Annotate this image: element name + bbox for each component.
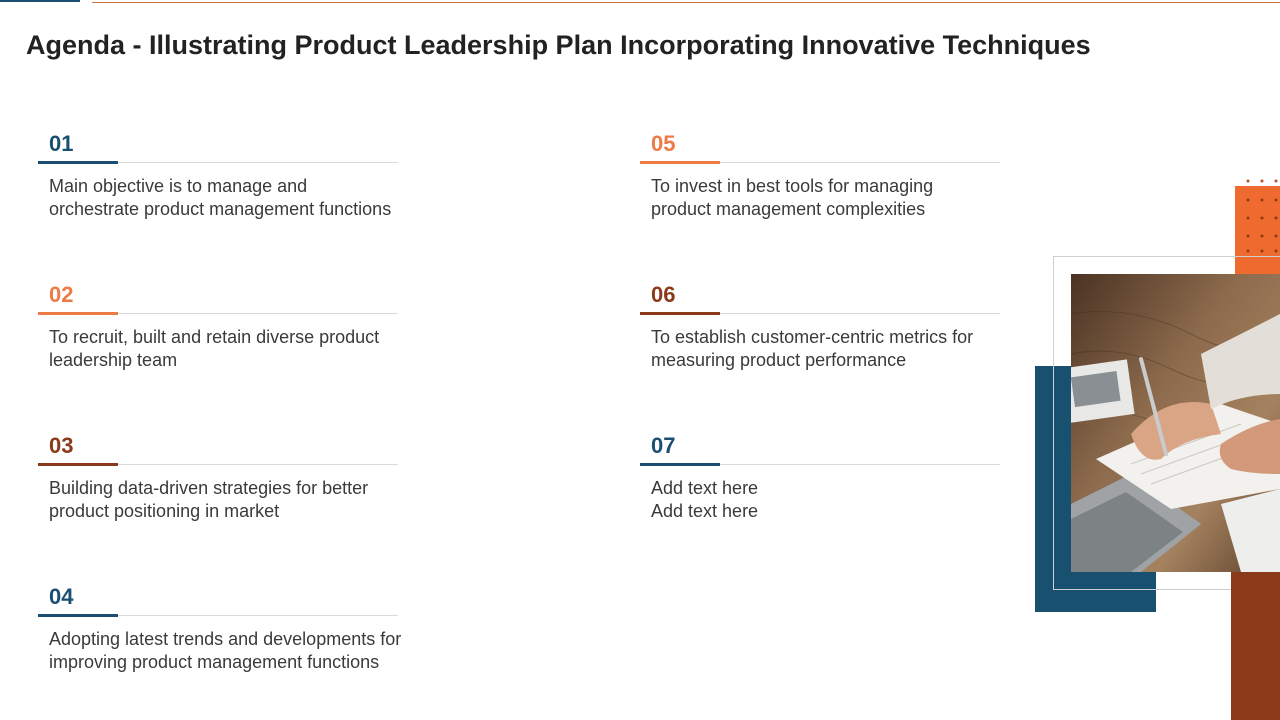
agenda-number: 04 (49, 584, 74, 609)
brown-accent-block (1231, 572, 1280, 720)
agenda-text-line: Adopting latest trends and developments … (49, 629, 402, 649)
agenda-divider (38, 312, 438, 316)
agenda-divider (38, 463, 438, 467)
top-accent-line (0, 0, 80, 2)
agenda-item-02: 02 To recruit, built and retain diverse … (38, 281, 438, 372)
agenda-text-line: product management complexities (651, 199, 926, 219)
agenda-item-05: 05 To invest in best tools for managing … (640, 130, 1040, 221)
agenda-number: 02 (49, 282, 74, 307)
agenda-text-line: Building data-driven strategies for bett… (49, 478, 369, 498)
orange-accent-block (1235, 186, 1280, 274)
agenda-divider (640, 463, 1040, 467)
agenda-number: 05 (651, 131, 676, 156)
person-writing-notebook-photo (1071, 274, 1280, 572)
agenda-text: Adopting latest trends and developments … (38, 628, 438, 674)
agenda-text-line: Add text here (651, 501, 759, 521)
agenda-text-line: To invest in best tools for managing (651, 176, 934, 196)
photo-outline-frame (1053, 256, 1280, 590)
agenda-number: 07 (651, 433, 676, 458)
agenda-divider (38, 161, 438, 165)
top-divider-line (92, 2, 1280, 3)
agenda-text-line: orchestrate product management functions (49, 199, 392, 219)
agenda-text-line: improving product management functions (49, 652, 380, 672)
agenda-text: Add text here Add text here (640, 477, 1040, 523)
agenda-text: To invest in best tools for managing pro… (640, 175, 1040, 221)
agenda-text-line: product positioning in market (49, 501, 280, 521)
agenda-divider (38, 614, 438, 618)
agenda-text-line: Add text here (651, 478, 759, 498)
agenda-item-03: 03 Building data-driven strategies for b… (38, 432, 438, 523)
agenda-item-01: 01 Main objective is to manage and orche… (38, 130, 438, 221)
agenda-text-line: leadership team (49, 350, 178, 370)
agenda-text-line: To establish customer-centric metrics fo… (651, 327, 974, 347)
agenda-text-line: Main objective is to manage and (49, 176, 308, 196)
agenda-number: 06 (651, 282, 676, 307)
agenda-text: To establish customer-centric metrics fo… (640, 326, 1040, 372)
agenda-text-line: measuring product performance (651, 350, 907, 370)
agenda-divider (640, 312, 1040, 316)
page-title: Agenda - Illustrating Product Leadership… (26, 30, 1091, 60)
agenda-text-line: To recruit, built and retain diverse pro… (49, 327, 380, 347)
agenda-number: 01 (49, 131, 74, 156)
agenda-text: Building data-driven strategies for bett… (38, 477, 438, 523)
dot-grid-pattern (1246, 179, 1278, 253)
agenda-item-06: 06 To establish customer-centric metrics… (640, 281, 1040, 372)
agenda-text: Main objective is to manage and orchestr… (38, 175, 438, 221)
agenda-divider (640, 161, 1040, 165)
agenda-item-04: 04 Adopting latest trends and developmen… (38, 583, 438, 674)
agenda-item-07: 07 Add text here Add text here (640, 432, 1040, 523)
agenda-number: 03 (49, 433, 74, 458)
agenda-text: To recruit, built and retain diverse pro… (38, 326, 438, 372)
